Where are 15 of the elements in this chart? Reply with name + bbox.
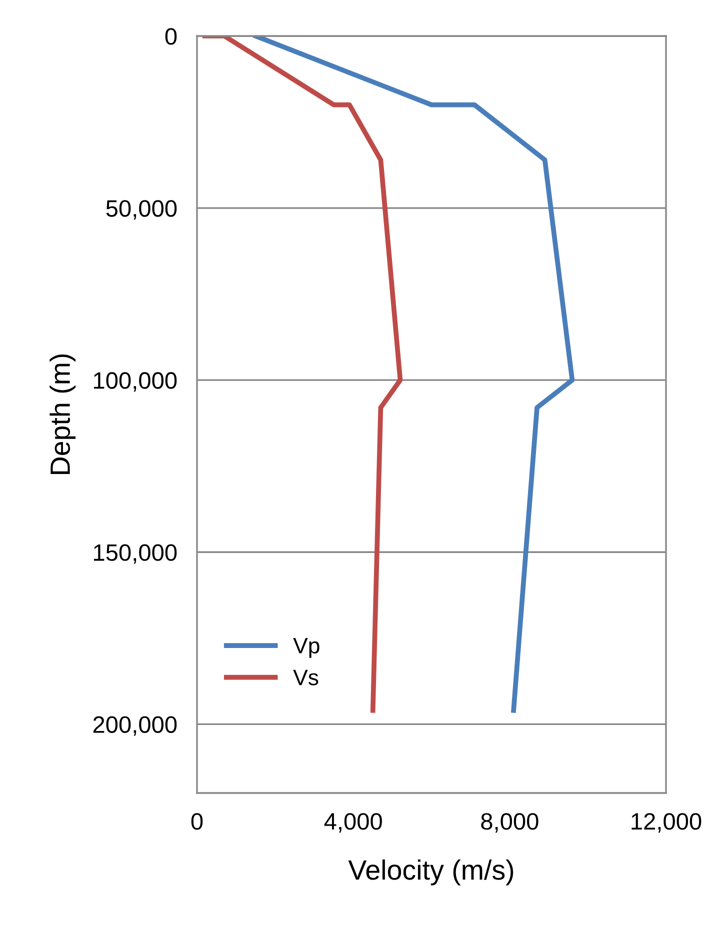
x-tick-label: 4,000 bbox=[324, 813, 382, 833]
line-series bbox=[253, 36, 575, 713]
y-tick-label: 50,000 bbox=[106, 200, 177, 220]
x-tick-label: 8,000 bbox=[481, 813, 538, 833]
x-axis-title: Velocity (m/s) bbox=[348, 859, 514, 886]
y-tick-label: 200,000 bbox=[93, 716, 177, 736]
x-tick-label: 0 bbox=[191, 813, 203, 830]
y-tick-label: 100,000 bbox=[94, 372, 177, 392]
x-tick-label: 12,000 bbox=[632, 813, 702, 833]
y-tick-label: 0 bbox=[165, 28, 177, 45]
line-series bbox=[202, 36, 403, 713]
legend-label: Vp bbox=[293, 638, 320, 658]
y-tick-label: 150,000 bbox=[94, 544, 177, 564]
legend-label: Vs bbox=[293, 670, 318, 686]
y-axis-title: Depth (m) bbox=[50, 354, 76, 474]
